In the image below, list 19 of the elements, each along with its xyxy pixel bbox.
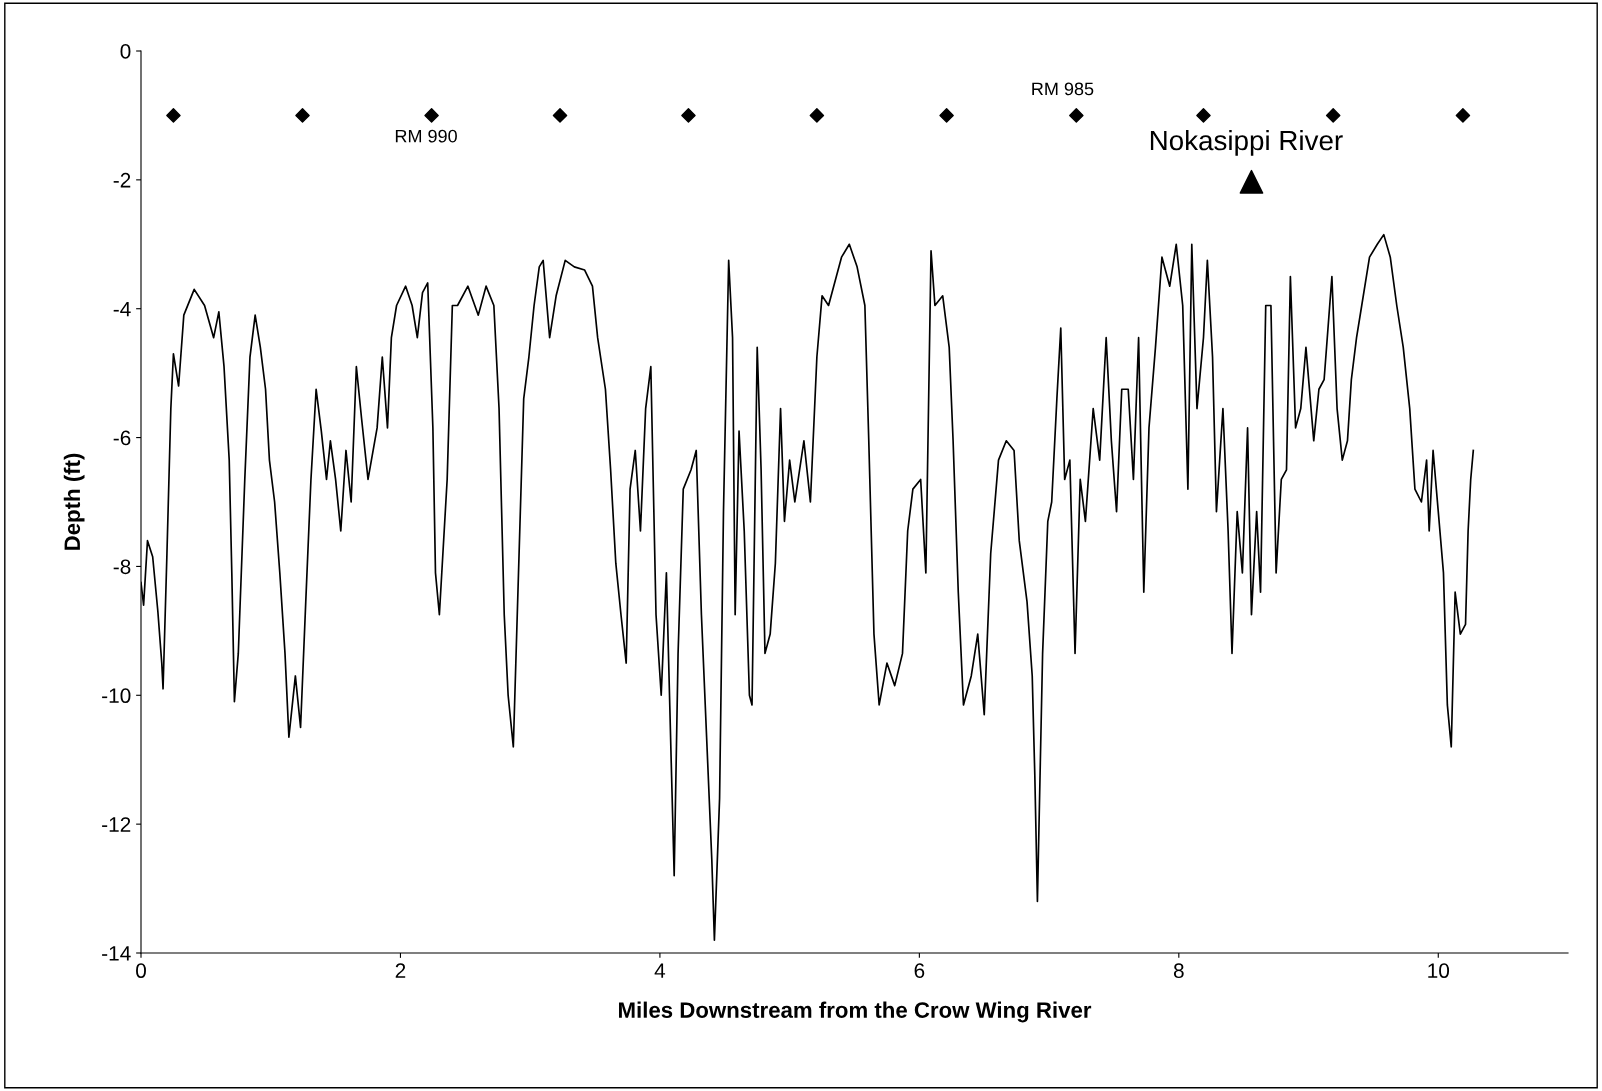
x-tick-label: 8 bbox=[1173, 963, 1184, 979]
y-tick-label: -8 bbox=[113, 559, 131, 575]
x-tick-label: 10 bbox=[1428, 963, 1450, 979]
y-axis-title: Depth (ft) bbox=[63, 453, 85, 550]
y-tick-label: -12 bbox=[102, 817, 131, 832]
annotation: RM 985 bbox=[1032, 82, 1094, 96]
y-tick-label: 0 bbox=[120, 44, 131, 59]
x-tick-label: 2 bbox=[395, 963, 406, 978]
y-tick-label: -14 bbox=[102, 946, 131, 961]
annotation: RM 990 bbox=[395, 129, 457, 143]
x-tick-label: 6 bbox=[914, 963, 925, 979]
x-tick-label: 0 bbox=[136, 963, 146, 979]
y-tick-label: -6 bbox=[113, 430, 131, 446]
annotation: Nokasippi River bbox=[1150, 129, 1343, 156]
x-tick-label: 4 bbox=[654, 963, 666, 978]
x-axis-title: Miles Downstream from the Crow Wing River bbox=[619, 1001, 1092, 1023]
y-tick-label: -2 bbox=[113, 172, 131, 188]
y-tick-label: -4 bbox=[113, 301, 131, 317]
y-tick-label: -10 bbox=[102, 688, 131, 704]
